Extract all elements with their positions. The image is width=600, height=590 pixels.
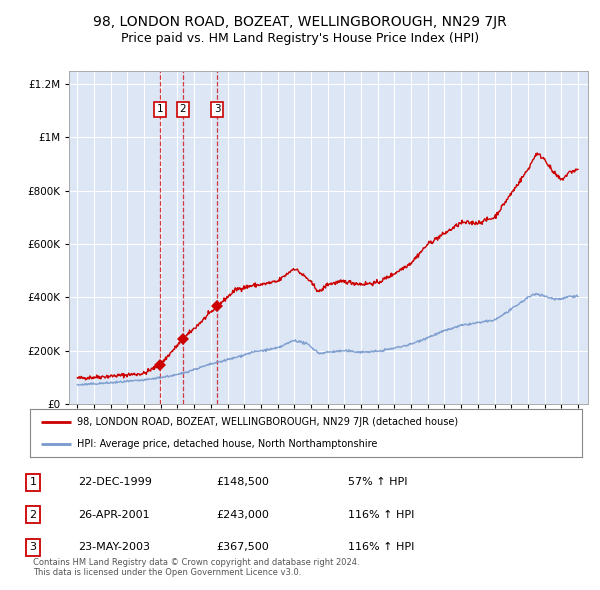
Text: £148,500: £148,500 — [216, 477, 269, 487]
Text: 116% ↑ HPI: 116% ↑ HPI — [348, 542, 415, 552]
Text: Price paid vs. HM Land Registry's House Price Index (HPI): Price paid vs. HM Land Registry's House … — [121, 32, 479, 45]
Text: 2: 2 — [179, 104, 186, 114]
Text: HPI: Average price, detached house, North Northamptonshire: HPI: Average price, detached house, Nort… — [77, 439, 377, 449]
Text: 1: 1 — [157, 104, 164, 114]
Text: 23-MAY-2003: 23-MAY-2003 — [78, 542, 150, 552]
Text: 1: 1 — [29, 477, 37, 487]
Text: 116% ↑ HPI: 116% ↑ HPI — [348, 510, 415, 520]
Text: 3: 3 — [214, 104, 221, 114]
Text: 2: 2 — [29, 510, 37, 520]
Text: 22-DEC-1999: 22-DEC-1999 — [78, 477, 152, 487]
Text: 98, LONDON ROAD, BOZEAT, WELLINGBOROUGH, NN29 7JR (detached house): 98, LONDON ROAD, BOZEAT, WELLINGBOROUGH,… — [77, 417, 458, 427]
Text: 57% ↑ HPI: 57% ↑ HPI — [348, 477, 407, 487]
Text: Contains HM Land Registry data © Crown copyright and database right 2024.
This d: Contains HM Land Registry data © Crown c… — [33, 558, 359, 577]
Text: 98, LONDON ROAD, BOZEAT, WELLINGBOROUGH, NN29 7JR: 98, LONDON ROAD, BOZEAT, WELLINGBOROUGH,… — [93, 15, 507, 29]
Text: 26-APR-2001: 26-APR-2001 — [78, 510, 149, 520]
Text: 3: 3 — [29, 542, 37, 552]
Text: £367,500: £367,500 — [216, 542, 269, 552]
Text: £243,000: £243,000 — [216, 510, 269, 520]
